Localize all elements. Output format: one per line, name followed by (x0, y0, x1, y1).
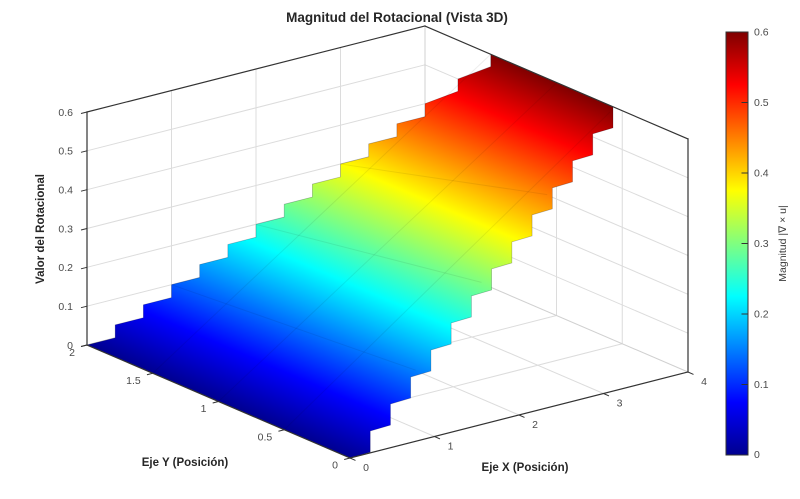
colorbar: 0 0.1 0.2 0.3 0.4 0.5 0.6 Magnitud |∇ × … (725, 27, 789, 461)
z-axis-tick (80, 266, 88, 270)
colorbar-tick-label: 0.3 (754, 238, 769, 250)
z-axis-tick (80, 189, 88, 192)
mesh-line (283, 111, 611, 431)
curl-magnitude-surface (86, 53, 614, 459)
x-tick-label: 3 (617, 398, 623, 410)
plot-title: Magnitud del Rotacional (Vista 3D) (286, 10, 508, 25)
z-tick-label: 0.6 (58, 107, 73, 119)
colorbar-label: Magnitud |∇ × u| (777, 205, 789, 281)
colorbar-tick-label: 0.2 (754, 309, 769, 321)
mesh-line (255, 223, 482, 283)
y-axis-tick (344, 457, 351, 460)
z-tick-label: 0 (67, 340, 73, 352)
surface-group (86, 53, 614, 459)
x-tick-label: 4 (701, 376, 707, 388)
y-tick-label: 2 (69, 347, 75, 359)
z-axis-label: Valor del Rotacional (35, 174, 47, 284)
x-axis-tick (687, 371, 694, 375)
mesh-line (171, 284, 416, 371)
surface-mesh-lines (152, 53, 611, 431)
z-tick-label: 0.2 (58, 262, 73, 274)
colorbar-tick-label: 0.1 (754, 379, 769, 391)
y-tick-label: 1 (201, 403, 207, 415)
z-axis: 0 0.1 0.2 0.3 0.4 0.5 0.6 Valor del Rota… (35, 107, 88, 352)
mesh-line (152, 53, 492, 374)
y-tick-label: 0 (332, 460, 338, 472)
colorbar-tick-label: 0 (754, 449, 760, 461)
z-tick-label: 0.5 (58, 146, 73, 158)
z-axis-tick (80, 228, 88, 231)
x-axis-tick (518, 414, 525, 418)
y-axis: 2 1.5 1 0.5 0 Eje Y (Posición) (69, 344, 351, 472)
z-axis-tick (80, 344, 88, 347)
mesh-line (340, 163, 548, 196)
y-tick-label: 1.5 (126, 375, 141, 387)
z-axis-tick (80, 111, 88, 114)
x-axis-tick (349, 457, 356, 461)
x-tick-label: 0 (363, 462, 369, 474)
colorbar-tick-label: 0.6 (754, 27, 769, 39)
x-axis-tick (434, 436, 441, 440)
z-axis-tick (80, 150, 88, 153)
colorbar-tick-label: 0.4 (754, 168, 769, 180)
z-tick-label: 0.1 (58, 301, 73, 313)
y-axis-label: Eje Y (Posición) (142, 457, 229, 469)
z-tick-label: 0.4 (58, 185, 73, 197)
z-tick-label: 0.3 (58, 223, 73, 235)
x-axis-tick (603, 393, 610, 397)
y-axis-tick (146, 372, 153, 376)
box-top-right-edge (424, 25, 689, 140)
colorbar-tick-label: 0.5 (754, 97, 769, 109)
x-axis: 0 1 2 3 4 Eje X (Posición) (349, 371, 707, 474)
y-axis-tick (278, 429, 285, 432)
y-axis-tick (212, 401, 219, 404)
x-tick-label: 2 (532, 419, 538, 431)
x-tick-label: 1 (448, 441, 454, 453)
box-top-left-edge (86, 25, 426, 113)
z-axis-tick (80, 305, 88, 309)
y-tick-label: 0.5 (258, 431, 273, 443)
mesh-line (218, 82, 557, 402)
x-axis-label: Eje X (Posición) (482, 462, 569, 474)
